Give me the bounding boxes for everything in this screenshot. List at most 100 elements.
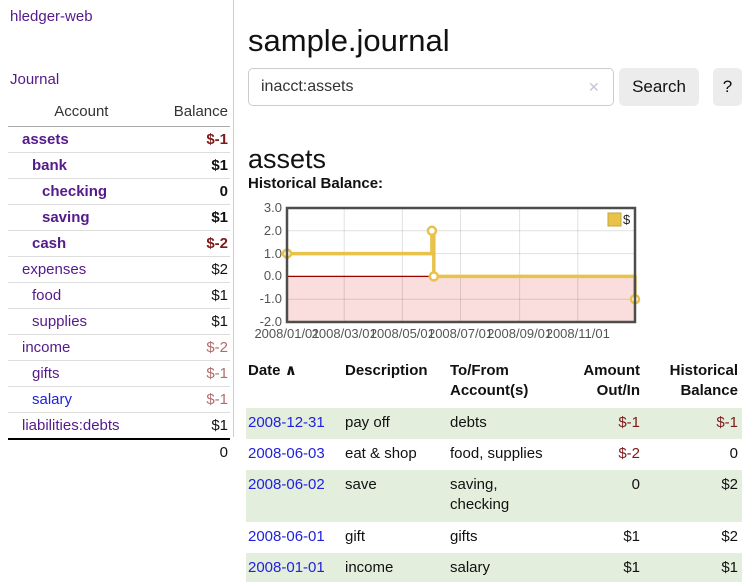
register-accounts-cell: saving, checking xyxy=(450,476,510,514)
account-link[interactable]: gifts xyxy=(32,365,60,382)
x-axis-tick-label: 2008/09/01 xyxy=(487,326,553,341)
help-button[interactable]: ? xyxy=(713,68,742,106)
account-row: supplies $1 xyxy=(8,308,230,335)
account-balance: 0 xyxy=(154,178,230,205)
register-description-cell: income xyxy=(345,558,394,576)
account-balance: $1 xyxy=(154,308,230,335)
register-header-amount: Amount Out/In xyxy=(583,362,640,400)
register-amount-cell: $1 xyxy=(623,558,640,576)
account-balance: $-1 xyxy=(154,360,230,387)
register-row: 2008-01-01 income salary $1 $1 xyxy=(246,552,742,582)
search-form: ✕ Search ? xyxy=(248,68,742,106)
account-link[interactable]: expenses xyxy=(22,261,87,278)
account-row: salary $-1 xyxy=(8,386,230,413)
y-axis-tick-label: -1.0 xyxy=(259,291,282,307)
register-header-date[interactable]: Date ∧ xyxy=(248,362,297,379)
register-row: 2008-06-03 eat & shop food, supplies $-2 0 xyxy=(246,439,742,470)
register-description-cell: save xyxy=(345,476,377,493)
accounts-table: Account Balance assets $-1 bank $1 checking 0… xyxy=(8,100,230,465)
register-balance-cell: 0 xyxy=(729,444,738,462)
register-balance-cell: $2 xyxy=(721,527,738,545)
legend-label: $ xyxy=(623,212,631,227)
sidebar-item-journal[interactable]: Journal xyxy=(10,71,60,88)
y-axis-tick-label: -2.0 xyxy=(259,314,282,329)
transaction-date-link[interactable]: 2008-06-01 xyxy=(248,527,325,545)
register-balance-cell: $2 xyxy=(721,476,738,493)
y-axis-tick-label: 2.0 xyxy=(263,222,282,238)
clear-search-icon[interactable]: ✕ xyxy=(588,79,600,95)
account-row: cash $-2 xyxy=(8,230,230,257)
account-balance: $-1 xyxy=(206,131,228,148)
account-row: bank $1 xyxy=(8,152,230,179)
y-axis-tick-label: 1.0 xyxy=(263,245,282,261)
sort-ascending-icon: ∧ xyxy=(284,362,297,379)
account-link[interactable]: supplies xyxy=(32,313,88,330)
x-axis-tick-label: 2008/01/01 xyxy=(254,326,320,341)
account-link[interactable]: saving xyxy=(42,209,90,226)
search-input[interactable] xyxy=(248,68,614,106)
account-balance: $-1 xyxy=(154,386,230,413)
app-title-link[interactable]: hledger-web xyxy=(10,8,93,25)
account-balance: $2 xyxy=(154,256,230,283)
register-balance-cell: $1 xyxy=(721,558,738,576)
account-balance: $1 xyxy=(154,412,230,439)
account-link[interactable]: food xyxy=(32,287,62,304)
account-balance: $-2 xyxy=(154,230,230,257)
account-link[interactable]: liabilities:debts xyxy=(22,417,120,434)
x-axis-tick-label: 2008/03/01 xyxy=(311,326,377,341)
page-title: sample.journal xyxy=(248,22,450,58)
register-date-cell: 2008-06-03 xyxy=(246,439,343,470)
y-axis-tick-label: 0.0 xyxy=(263,268,282,284)
register-amount-cell: $1 xyxy=(623,527,640,545)
register-amount-cell: 0 xyxy=(631,476,640,493)
legend-swatch-icon xyxy=(607,212,622,227)
search-button[interactable]: Search xyxy=(619,68,699,106)
sidebar-divider xyxy=(233,0,234,437)
register-header-balance: Historical Balance xyxy=(669,362,738,400)
transaction-date-link[interactable]: 2008-01-01 xyxy=(248,558,325,576)
register-accounts-cell: food, supplies xyxy=(450,444,543,462)
account-link[interactable]: cash xyxy=(32,235,67,252)
register-header-row: Date ∧ Description To/From Account(s) Am… xyxy=(246,360,742,408)
account-link[interactable]: income xyxy=(22,339,71,356)
register-header-description: Description xyxy=(345,362,428,379)
account-link[interactable]: assets xyxy=(22,131,69,148)
account-heading: assets xyxy=(248,144,327,175)
historical-balance-chart: $3.0 2.0 1.0 0.0 -1.0 -2.0 2008/01/01 2008/03/0… xyxy=(248,200,742,348)
account-balance: $1 xyxy=(154,152,230,179)
chart-title: Historical Balance: xyxy=(248,175,384,192)
register-accounts-cell: gifts xyxy=(450,527,478,545)
register-description-cell: gift xyxy=(345,527,366,545)
register-row: 2008-12-31 pay off debts $-1 $-1 xyxy=(246,407,742,439)
account-link[interactable]: checking xyxy=(42,183,108,200)
chart-legend: $ xyxy=(607,212,631,227)
transaction-date-link[interactable]: 2008-12-31 xyxy=(248,413,325,431)
accounts-header-balance: Balance xyxy=(154,100,230,127)
balance-chart-canvas: $ xyxy=(281,206,641,324)
account-balance: $1 xyxy=(154,204,230,231)
register-header-accounts: To/From Account(s) xyxy=(450,362,529,400)
x-axis-tick-label: 2008/07/01 xyxy=(427,326,494,341)
account-row: expenses $2 xyxy=(8,256,230,283)
accounts-header-account: Account xyxy=(8,100,155,127)
register-date-cell: 2008-06-01 xyxy=(246,522,343,553)
account-row: liabilities:debts $1 xyxy=(8,412,230,439)
account-balance: $-2 xyxy=(154,334,230,361)
register-date-cell: 2008-01-01 xyxy=(246,553,343,582)
account-link[interactable]: salary xyxy=(32,391,73,408)
register-row: 2008-06-01 gift gifts $1 $2 xyxy=(246,522,742,553)
account-row: gifts $-1 xyxy=(8,360,230,387)
account-link[interactable]: bank xyxy=(32,157,68,174)
register-date-cell: 2008-12-31 xyxy=(246,408,343,439)
x-axis-tick-label: 2008/11/01 xyxy=(545,326,610,341)
account-row: income $-2 xyxy=(8,334,230,361)
transaction-date-link[interactable]: 2008-06-03 xyxy=(248,444,325,462)
account-row: checking 0 xyxy=(8,178,230,205)
accounts-total-row: 0 xyxy=(8,438,230,465)
y-axis-tick-label: 3.0 xyxy=(263,200,282,215)
register-table: Date ∧ Description To/From Account(s) Am… xyxy=(246,360,742,582)
transaction-date-link[interactable]: 2008-06-02 xyxy=(248,476,325,493)
register-accounts-cell: debts xyxy=(450,413,487,431)
account-balance: $1 xyxy=(154,282,230,309)
